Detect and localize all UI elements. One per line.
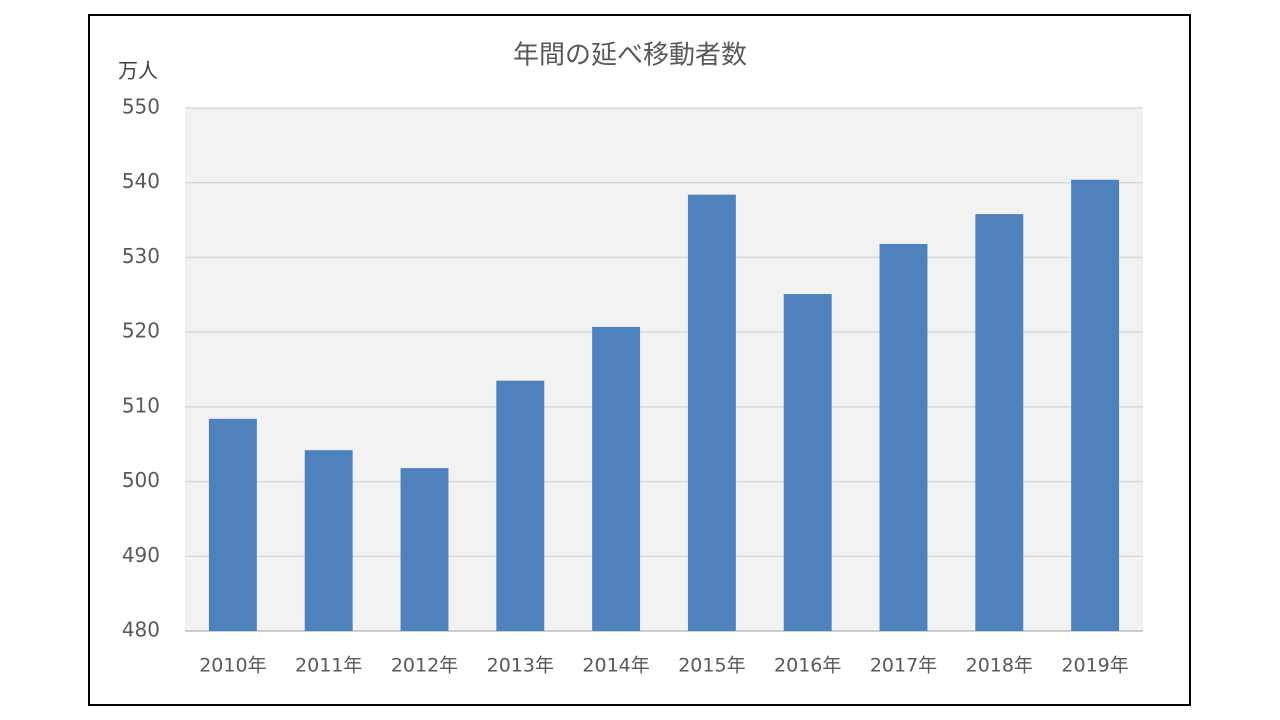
bar xyxy=(975,214,1024,631)
y-tick-label: 480 xyxy=(122,618,160,642)
bar xyxy=(592,326,641,631)
x-tick-label: 2010年 xyxy=(199,655,266,677)
y-tick-label: 550 xyxy=(122,95,160,119)
y-axis-label: 万人 xyxy=(118,59,158,83)
x-tick-label: 2011年 xyxy=(295,655,362,677)
bar xyxy=(208,418,257,631)
bar xyxy=(400,468,449,631)
bar xyxy=(304,450,353,631)
bar xyxy=(783,294,832,631)
y-tick-label: 540 xyxy=(122,169,160,193)
y-tick-label: 500 xyxy=(122,468,160,492)
x-tick-label: 2019年 xyxy=(1061,655,1128,677)
y-tick-label: 510 xyxy=(122,393,160,417)
x-tick-label: 2015年 xyxy=(678,655,745,677)
x-tick-label: 2012年 xyxy=(391,655,458,677)
x-tick-label: 2017年 xyxy=(870,655,937,677)
chart-title: 年間の延べ移動者数 xyxy=(513,41,747,71)
x-tick-label: 2014年 xyxy=(582,655,649,677)
y-tick-label: 520 xyxy=(122,319,160,343)
bar xyxy=(496,380,545,631)
x-tick-label: 2013年 xyxy=(487,655,554,677)
x-tick-label: 2018年 xyxy=(966,655,1033,677)
bar xyxy=(687,194,736,631)
x-tick-label: 2016年 xyxy=(774,655,841,677)
y-tick-label: 490 xyxy=(122,543,160,567)
bar xyxy=(1071,179,1120,631)
y-tick-label: 530 xyxy=(122,244,160,268)
bar xyxy=(879,243,928,632)
